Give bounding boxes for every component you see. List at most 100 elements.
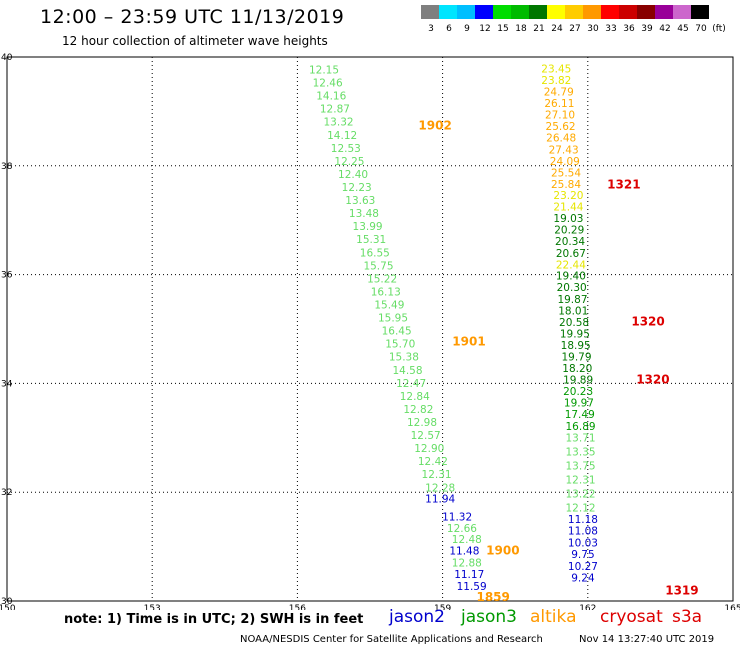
scale-swatch xyxy=(583,5,601,19)
lat-tick-label: 32 xyxy=(1,488,12,498)
wave-height-label: 26.48 xyxy=(546,133,576,145)
wave-height-label: 25.84 xyxy=(551,179,581,191)
scale-label: 9 xyxy=(464,24,470,34)
satellite-name: altika xyxy=(530,607,577,627)
wave-height-label: 13.32 xyxy=(324,117,354,129)
lat-tick-label: 30 xyxy=(1,597,13,607)
timestamp: Nov 14 13:27:40 UTC 2019 xyxy=(579,634,715,645)
scale-label: 45 xyxy=(677,24,689,34)
wave-height-label: 11.17 xyxy=(454,569,484,581)
scale-swatch xyxy=(511,5,529,19)
wave-height-label: 19.40 xyxy=(556,271,586,283)
wave-height-label: 19.95 xyxy=(560,328,590,340)
scale-label: 27 xyxy=(569,24,581,34)
wave-height-label: 15.22 xyxy=(367,273,397,285)
scale-label: 70 xyxy=(695,24,707,34)
lon-tick-label: 153 xyxy=(144,604,161,610)
lat-tick-label: 40 xyxy=(1,53,13,63)
wave-height-label: 17.49 xyxy=(565,409,595,421)
map-frame xyxy=(6,56,734,602)
satellite-name: jason3 xyxy=(461,607,517,627)
wave-height-label: 12.98 xyxy=(407,417,437,429)
wave-height-label: 15.95 xyxy=(378,313,408,325)
wave-height-label: 13.71 xyxy=(566,432,596,444)
scale-label: 36 xyxy=(623,24,635,34)
wave-height-label: 21.44 xyxy=(553,202,583,214)
wave-height-label: 13.22 xyxy=(566,488,596,500)
wave-height-label: 24.09 xyxy=(550,156,580,168)
scale-swatch xyxy=(619,5,637,19)
lat-tick-label: 36 xyxy=(1,271,13,281)
wave-height-label: 20.29 xyxy=(554,225,584,237)
wave-height-label: 19.87 xyxy=(557,294,587,306)
wave-height-label: 20.67 xyxy=(556,248,586,260)
wave-height-label: 16.45 xyxy=(382,326,412,338)
wave-height-label: 12.42 xyxy=(418,456,448,468)
scale-swatch xyxy=(493,5,511,19)
wave-height-label: 11.18 xyxy=(568,514,598,526)
wave-height-label: 9.24 xyxy=(571,573,595,585)
wave-height-label: 16.55 xyxy=(360,247,390,259)
wave-height-label: 12.31 xyxy=(422,469,452,481)
wave-height-label: 12.46 xyxy=(313,78,343,90)
wave-height-label: 14.58 xyxy=(392,365,422,377)
wave-height-label: 23.82 xyxy=(541,75,571,87)
wave-height-label: 11.59 xyxy=(457,581,487,593)
scale-swatch xyxy=(565,5,583,19)
wave-height-label: 14.12 xyxy=(327,130,357,142)
scale-label: 12 xyxy=(479,24,491,34)
wave-height-label: 15.49 xyxy=(374,300,404,312)
scale-label: 39 xyxy=(641,24,653,34)
scale-swatch xyxy=(421,5,439,19)
lon-tick-label: 162 xyxy=(579,604,596,610)
scale-swatch xyxy=(655,5,673,19)
wave-height-label: 12.57 xyxy=(411,430,441,442)
satellite-name: jason2 xyxy=(389,607,445,627)
wave-height-label: 23.45 xyxy=(541,63,571,75)
scale-label: 42 xyxy=(659,24,671,34)
lat-tick-label: 34 xyxy=(1,379,13,389)
scale-swatch xyxy=(673,5,691,19)
scale-swatch xyxy=(439,5,457,19)
wave-height-label: 13.75 xyxy=(566,460,596,472)
wave-height-label: 22.44 xyxy=(556,259,586,271)
wave-height-label: 16.89 xyxy=(566,421,596,433)
wave-height-label: 9.75 xyxy=(571,549,594,561)
time-label: 1321 xyxy=(607,177,640,191)
wave-height-label: 15.70 xyxy=(385,339,415,351)
wave-height-label: 11.32 xyxy=(442,512,472,524)
scale-swatch xyxy=(637,5,655,19)
scale-label: 24 xyxy=(551,24,563,34)
credit-text: NOAA/NESDIS Center for Satellite Applica… xyxy=(240,634,543,645)
wave-height-label: 26.11 xyxy=(544,98,574,110)
wave-height-label: 14.16 xyxy=(316,91,346,103)
wave-height-label: 25.54 xyxy=(551,167,581,179)
wave-height-label: 20.58 xyxy=(559,317,589,329)
scale-label: 3 xyxy=(428,24,434,34)
wave-height-label: 12.82 xyxy=(403,404,433,416)
wave-height-readings: 12.1512.4614.1612.8713.3214.1212.5312.25… xyxy=(309,63,598,592)
wave-height-label: 19.97 xyxy=(564,398,594,410)
wave-height-label: 13.35 xyxy=(566,446,596,458)
scale-swatch xyxy=(691,5,709,19)
wave-height-label: 10.27 xyxy=(568,561,598,573)
lon-tick-label: 150 xyxy=(0,604,16,610)
scale-swatch xyxy=(529,5,547,19)
wave-height-label: 23.20 xyxy=(553,190,583,202)
scale-swatch xyxy=(601,5,619,19)
wave-height-label: 12.28 xyxy=(425,482,455,494)
wave-height-label: 12.66 xyxy=(447,523,477,535)
time-label: 1901 xyxy=(452,335,485,349)
wave-height-label: 12.23 xyxy=(342,182,372,194)
scale-label: 30 xyxy=(587,24,599,34)
wave-height-label: 13.63 xyxy=(345,195,375,207)
wave-height-label: 12.53 xyxy=(331,143,361,155)
scale-label: 6 xyxy=(446,24,452,34)
wave-height-label: 20.34 xyxy=(555,236,585,248)
wave-height-label: 18.20 xyxy=(562,363,592,375)
wave-height-label: 12.90 xyxy=(414,443,444,455)
wave-height-label: 12.25 xyxy=(334,156,364,168)
time-label: 1900 xyxy=(486,543,519,557)
scale-label: 21 xyxy=(533,24,545,34)
